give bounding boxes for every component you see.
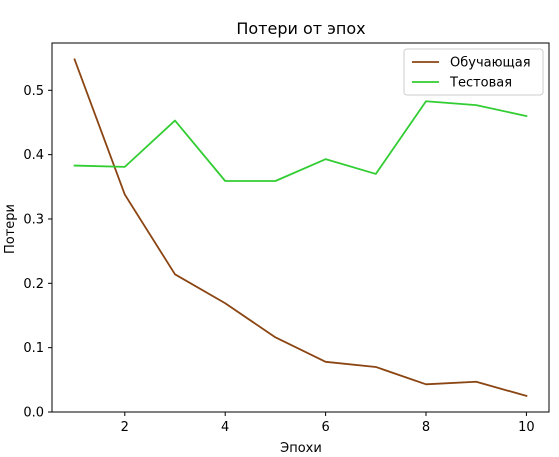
x-tick-label: 10 bbox=[518, 420, 535, 435]
plot-area: 2 4 6 8 10 0.0 0.1 0.2 0.3 0.4 0.5 bbox=[23, 42, 550, 435]
y-tick-label: 0.0 bbox=[23, 406, 44, 421]
x-axis-label: Эпохи bbox=[280, 441, 322, 456]
legend-label-1: Обучающая bbox=[450, 56, 531, 71]
y-tick-label: 0.4 bbox=[23, 148, 44, 163]
x-tick-label: 8 bbox=[422, 420, 430, 435]
axes-frame bbox=[51, 42, 550, 413]
x-tick-label: 4 bbox=[221, 420, 229, 435]
legend: Обучающая Тестовая bbox=[403, 48, 544, 96]
y-tick-label: 0.2 bbox=[23, 277, 44, 292]
y-tick-label: 0.5 bbox=[23, 84, 44, 99]
legend-label-2: Тестовая bbox=[449, 76, 512, 91]
x-tick-label: 6 bbox=[321, 420, 329, 435]
series-line-1 bbox=[73, 58, 528, 398]
x-tick-label: 2 bbox=[121, 420, 129, 435]
series-line-2 bbox=[73, 100, 528, 182]
legend-box bbox=[403, 48, 544, 96]
y-tick-label: 0.3 bbox=[23, 212, 44, 227]
y-tick-label: 0.1 bbox=[23, 341, 44, 356]
chart-title: Потери от эпох bbox=[236, 19, 365, 38]
y-axis-label: Потери bbox=[3, 204, 18, 254]
